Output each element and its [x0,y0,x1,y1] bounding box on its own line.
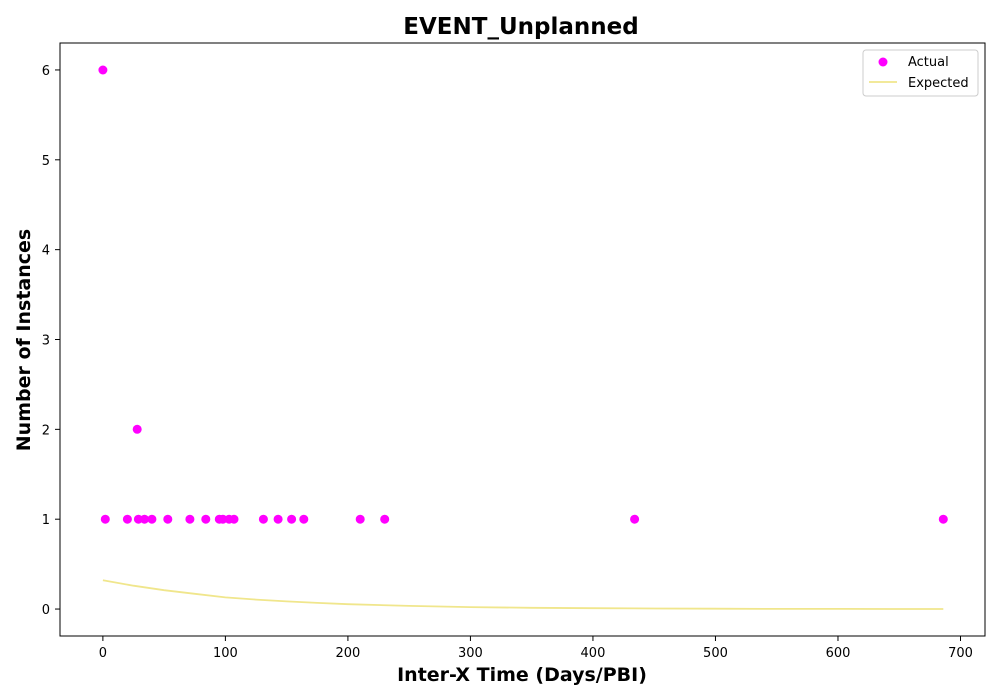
actual-data-point [201,514,211,524]
legend-actual-marker [878,57,888,67]
legend-expected-label: Expected [908,76,969,91]
y-tick-label: 6 [42,64,50,79]
actual-data-point [299,514,309,524]
actual-series-points [98,65,948,524]
actual-data-point [218,514,228,524]
x-axis-label: Inter-X Time (Days/PBI) [397,664,647,686]
x-tick-label: 200 [335,646,360,661]
y-axis: 0 1 2 3 4 5 6 [42,64,60,618]
actual-data-point [98,65,108,75]
x-tick-label: 500 [703,646,728,661]
actual-data-point [122,514,132,524]
actual-data-point [630,514,640,524]
actual-data-point [147,514,157,524]
x-tick-label: 600 [826,646,851,661]
actual-data-point [258,514,268,524]
x-tick-label: 300 [458,646,483,661]
y-tick-label: 3 [42,334,50,349]
actual-data-point [132,424,142,434]
legend-box [862,49,979,97]
actual-data-point [938,514,948,524]
y-tick-label: 0 [42,603,50,618]
actual-data-point [140,514,149,524]
y-tick-label: 4 [42,244,50,259]
actual-data-point [229,514,239,524]
y-tick-label: 5 [42,154,50,169]
x-axis: 0 100 200 300 400 500 600 700 [99,636,973,661]
actual-data-point [100,514,110,524]
legend-actual-label: Actual [908,55,949,70]
x-tick-label: 0 [99,646,107,661]
plot-area-frame [59,42,986,637]
actual-data-point [163,514,173,524]
x-tick-label: 400 [581,646,606,661]
x-tick-label: 100 [213,646,238,661]
expected-series-line [102,579,944,610]
y-tick-label: 1 [42,513,50,528]
chart-title: EVENT_Unplanned [403,14,638,40]
actual-data-point [273,514,283,524]
x-tick-label: 700 [948,646,973,661]
y-tick-label: 2 [42,423,50,438]
y-axis-label: Number of Instances [13,229,35,451]
actual-data-point [380,514,390,524]
actual-data-point [185,514,195,524]
actual-data-point [287,514,297,524]
actual-data-point [355,514,365,524]
legend: Actual Expected [862,49,979,97]
